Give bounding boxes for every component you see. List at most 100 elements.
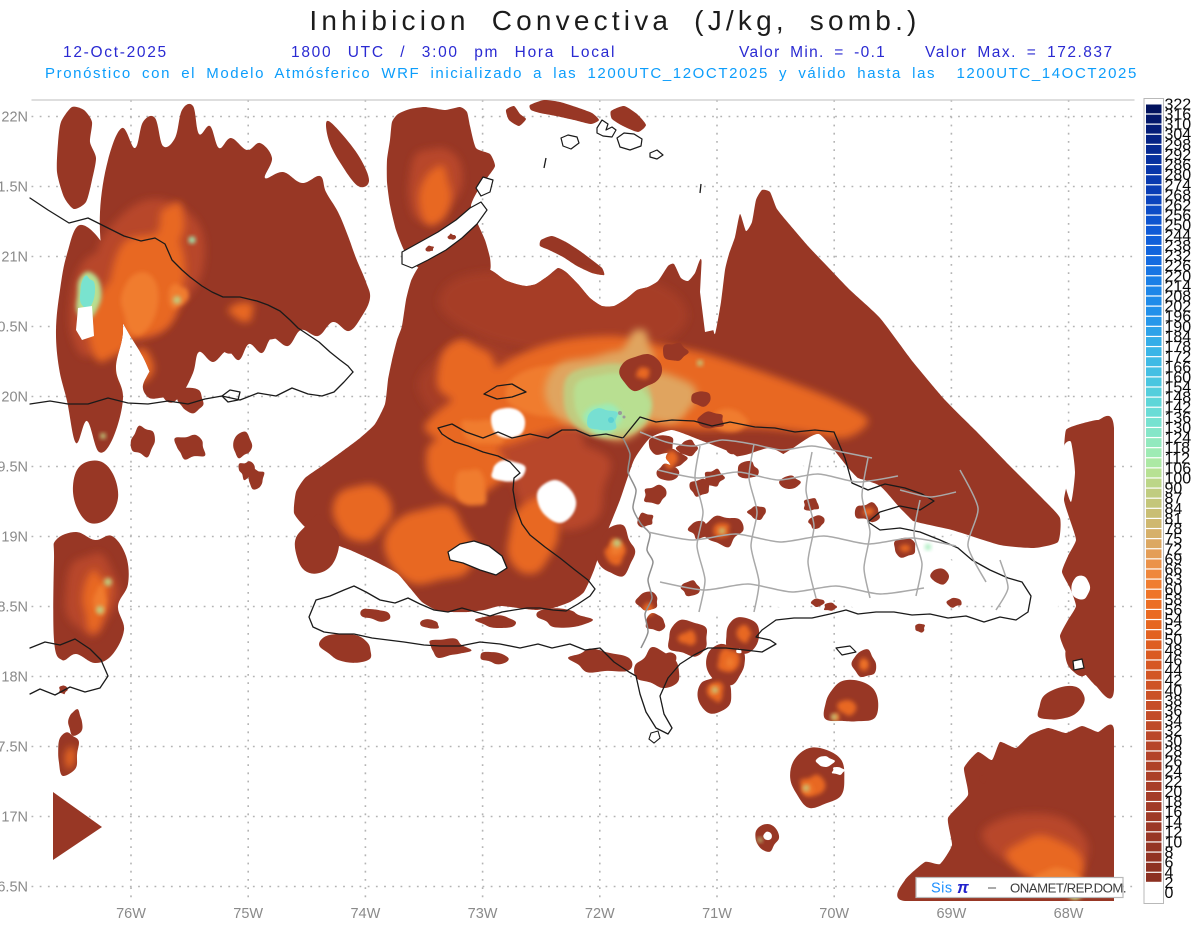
svg-text:130: 130 bbox=[1165, 420, 1192, 437]
svg-text:178: 178 bbox=[1165, 339, 1192, 356]
svg-text:30: 30 bbox=[1165, 733, 1183, 750]
svg-text:6.5N: 6.5N bbox=[0, 880, 28, 896]
svg-text:73W: 73W bbox=[468, 906, 498, 922]
svg-text:8.5N: 8.5N bbox=[0, 600, 28, 616]
svg-text:268: 268 bbox=[1165, 187, 1192, 204]
svg-text:220: 220 bbox=[1165, 268, 1192, 285]
svg-text:Pronóstico con el Modelo Atmós: Pronóstico con el Modelo Atmósferico WRF… bbox=[45, 65, 1138, 82]
svg-text:232: 232 bbox=[1165, 248, 1192, 265]
svg-text:18N: 18N bbox=[1, 670, 28, 686]
svg-text:214: 214 bbox=[1165, 278, 1192, 295]
svg-text:20: 20 bbox=[1165, 784, 1183, 801]
svg-text:ONAMET/REP.DOM.: ONAMET/REP.DOM. bbox=[1010, 881, 1126, 896]
svg-text:8: 8 bbox=[1165, 845, 1174, 862]
svg-text:14: 14 bbox=[1165, 814, 1183, 831]
svg-text:322: 322 bbox=[1165, 96, 1192, 113]
svg-text:74W: 74W bbox=[350, 906, 380, 922]
svg-text:66: 66 bbox=[1165, 561, 1183, 578]
svg-text:90: 90 bbox=[1165, 481, 1183, 498]
svg-text:100: 100 bbox=[1165, 470, 1192, 487]
svg-text:68W: 68W bbox=[1054, 906, 1084, 922]
svg-text:9.5N: 9.5N bbox=[0, 460, 28, 476]
svg-text:18: 18 bbox=[1165, 794, 1183, 811]
svg-text:21N: 21N bbox=[1, 250, 28, 266]
svg-text:160: 160 bbox=[1165, 369, 1192, 386]
svg-text:87: 87 bbox=[1165, 491, 1183, 508]
svg-text:2: 2 bbox=[1165, 875, 1174, 892]
svg-text:7.5N: 7.5N bbox=[0, 740, 28, 756]
svg-text:81: 81 bbox=[1165, 511, 1183, 528]
svg-text:280: 280 bbox=[1165, 167, 1192, 184]
svg-text:142: 142 bbox=[1165, 400, 1192, 417]
svg-text:π: π bbox=[957, 879, 969, 897]
svg-text:32: 32 bbox=[1165, 723, 1183, 740]
svg-text:71W: 71W bbox=[702, 906, 732, 922]
svg-text:244: 244 bbox=[1165, 228, 1192, 245]
svg-text:0: 0 bbox=[1165, 885, 1174, 902]
svg-text:Inhibicion Convectiva (J/kg, s: Inhibicion Convectiva (J/kg, somb.) bbox=[309, 5, 920, 36]
svg-text:76W: 76W bbox=[116, 906, 146, 922]
svg-text:78: 78 bbox=[1165, 521, 1183, 538]
svg-text:124: 124 bbox=[1165, 430, 1192, 447]
svg-text:54: 54 bbox=[1165, 612, 1183, 629]
svg-text:24: 24 bbox=[1165, 764, 1183, 781]
svg-text:44: 44 bbox=[1165, 663, 1183, 680]
svg-text:72W: 72W bbox=[585, 906, 615, 922]
svg-text:292: 292 bbox=[1165, 147, 1192, 164]
svg-text:238: 238 bbox=[1165, 238, 1192, 255]
svg-text:106: 106 bbox=[1165, 460, 1192, 477]
svg-text:22N: 22N bbox=[1, 110, 28, 126]
svg-text:46: 46 bbox=[1165, 652, 1183, 669]
svg-text:75: 75 bbox=[1165, 531, 1183, 548]
svg-text:1.5N: 1.5N bbox=[0, 180, 28, 196]
svg-text:72: 72 bbox=[1165, 541, 1183, 558]
svg-text:16: 16 bbox=[1165, 804, 1183, 821]
svg-text:6: 6 bbox=[1165, 855, 1174, 872]
svg-text:184: 184 bbox=[1165, 329, 1192, 346]
svg-text:20N: 20N bbox=[1, 390, 28, 406]
svg-text:226: 226 bbox=[1165, 258, 1192, 275]
svg-text:298: 298 bbox=[1165, 137, 1192, 154]
svg-text:12: 12 bbox=[1165, 824, 1183, 841]
svg-text:69W: 69W bbox=[936, 906, 966, 922]
svg-text:304: 304 bbox=[1165, 127, 1192, 144]
svg-text:256: 256 bbox=[1165, 208, 1192, 225]
svg-text:17N: 17N bbox=[1, 810, 28, 826]
svg-text:26: 26 bbox=[1165, 754, 1183, 771]
svg-text:34: 34 bbox=[1165, 713, 1183, 730]
svg-text:69: 69 bbox=[1165, 551, 1183, 568]
svg-text:19N: 19N bbox=[1, 530, 28, 546]
svg-text:40: 40 bbox=[1165, 683, 1183, 700]
svg-text:202: 202 bbox=[1165, 299, 1192, 316]
svg-text:148: 148 bbox=[1165, 390, 1192, 407]
svg-text:0.5N: 0.5N bbox=[0, 320, 28, 336]
svg-text:196: 196 bbox=[1165, 309, 1192, 326]
svg-text:Valor Min. = -0.1: Valor Min. = -0.1 bbox=[739, 44, 886, 61]
svg-text:22: 22 bbox=[1165, 774, 1183, 791]
svg-text:38: 38 bbox=[1165, 693, 1183, 710]
svg-text:12-Oct-2025: 12-Oct-2025 bbox=[63, 44, 168, 61]
svg-text:250: 250 bbox=[1165, 218, 1192, 235]
svg-text:58: 58 bbox=[1165, 592, 1183, 609]
svg-text:166: 166 bbox=[1165, 359, 1192, 376]
svg-text:Sis: Sis bbox=[931, 881, 953, 897]
svg-text:48: 48 bbox=[1165, 642, 1183, 659]
svg-text:118: 118 bbox=[1165, 440, 1191, 457]
svg-text:84: 84 bbox=[1165, 501, 1183, 518]
svg-text:36: 36 bbox=[1165, 703, 1183, 720]
svg-text:136: 136 bbox=[1165, 410, 1192, 427]
svg-text:75W: 75W bbox=[233, 906, 263, 922]
svg-text:190: 190 bbox=[1165, 319, 1192, 336]
svg-text:28: 28 bbox=[1165, 743, 1183, 760]
svg-text:50: 50 bbox=[1165, 632, 1183, 649]
svg-text:42: 42 bbox=[1165, 673, 1183, 690]
svg-text:1800 UTC / 3:00 pm Hora Local: 1800 UTC / 3:00 pm Hora Local bbox=[291, 44, 616, 61]
svg-text:286: 286 bbox=[1165, 157, 1192, 174]
svg-text:262: 262 bbox=[1165, 198, 1192, 215]
svg-text:310: 310 bbox=[1165, 117, 1192, 134]
svg-text:63: 63 bbox=[1165, 572, 1183, 589]
svg-text:208: 208 bbox=[1165, 288, 1192, 305]
svg-text:–: – bbox=[988, 880, 997, 896]
svg-text:10: 10 bbox=[1165, 834, 1183, 851]
svg-text:112: 112 bbox=[1165, 450, 1191, 467]
